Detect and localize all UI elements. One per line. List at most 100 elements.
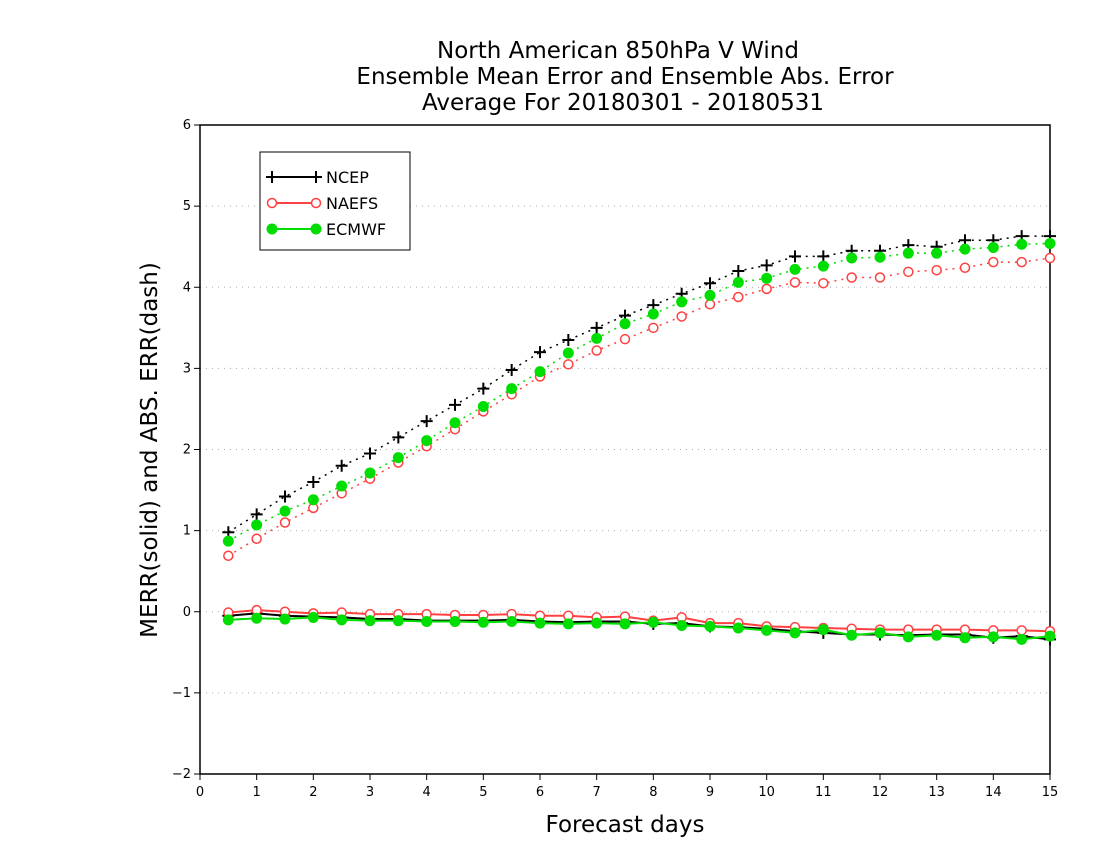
y-tick-label: −1 xyxy=(172,686,191,701)
ncep-abs-error-point xyxy=(449,398,461,411)
naefs-abs-error-point xyxy=(279,517,291,528)
ecmwf-mean-error-point xyxy=(704,620,716,632)
y-tick-label: 1 xyxy=(183,524,191,539)
ecmwf-abs-error-point xyxy=(676,296,688,308)
ecmwf-mean-error-point xyxy=(647,616,659,628)
ecmwf-abs-error-point xyxy=(874,251,886,263)
ecmwf-abs-error-point xyxy=(761,272,773,284)
ecmwf-mean-error-point xyxy=(591,617,603,629)
y-tick-label: 4 xyxy=(183,280,191,295)
naefs-abs-error-point xyxy=(959,262,971,274)
y-tick-label: −2 xyxy=(172,767,191,782)
ecmwf-mean-error-point xyxy=(732,622,744,634)
x-tick-label: 9 xyxy=(706,785,714,800)
ecmwf-mean-error-point xyxy=(846,629,858,641)
ecmwf-mean-error-point xyxy=(449,615,461,627)
x-tick-label: 1 xyxy=(253,785,261,800)
naefs-abs-error-point xyxy=(818,277,829,289)
ecmwf-abs-error-point xyxy=(647,308,659,320)
ecmwf-abs-error-point xyxy=(562,347,574,359)
x-tick-label: 5 xyxy=(479,785,487,800)
naefs-abs-error-point xyxy=(1016,256,1027,268)
ecmwf-mean-error-point xyxy=(477,616,489,628)
ncep-abs-error-point xyxy=(789,250,801,263)
naefs-abs-error-point xyxy=(676,311,687,322)
y-tick-label: 6 xyxy=(183,118,191,133)
ecmwf-mean-error-line xyxy=(228,616,1051,641)
ecmwf-abs-error-point xyxy=(506,383,518,395)
ecmwf-abs-error-point xyxy=(477,401,489,413)
naefs-abs-error-point xyxy=(733,291,744,303)
naefs-abs-error-point xyxy=(591,345,602,356)
y-tick-label: 2 xyxy=(183,443,191,458)
ecmwf-abs-error-point xyxy=(1016,238,1028,250)
ecmwf-abs-error-point xyxy=(279,505,291,517)
ecmwf-mean-error-point xyxy=(1044,630,1056,642)
ecmwf-mean-error-point xyxy=(959,632,971,644)
legend-marker-naefs xyxy=(310,197,322,209)
ncep-abs-error-point xyxy=(364,447,376,460)
legend-items: NCEP NAEFS ECMWF xyxy=(266,168,386,239)
x-tick-label: 4 xyxy=(423,785,431,800)
naefs-abs-error-point xyxy=(846,272,857,283)
ecmwf-mean-error-point xyxy=(392,615,404,627)
legend: NCEP NAEFS ECMWF xyxy=(259,151,411,251)
x-tick-label: 13 xyxy=(928,785,945,800)
series-layer xyxy=(222,230,1056,646)
ecmwf-abs-error-point xyxy=(846,252,858,264)
ncep-abs-error-point xyxy=(307,475,320,488)
y-axis-label: MERR(solid) and ABS. ERR(dash) xyxy=(137,262,163,638)
ecmwf-mean-error-point xyxy=(987,631,999,643)
ecmwf-mean-error-point xyxy=(307,611,319,623)
ecmwf-mean-error-point xyxy=(364,615,376,627)
naefs-abs-error-point xyxy=(563,359,574,370)
ecmwf-mean-error-point xyxy=(251,612,263,624)
ncep-abs-error-point xyxy=(534,346,546,359)
ncep-abs-error-point xyxy=(279,490,291,503)
ecmwf-mean-error-point xyxy=(1016,633,1028,645)
ecmwf-abs-error-point xyxy=(591,332,603,344)
legend-box xyxy=(259,151,411,251)
ncep-abs-error-point xyxy=(704,277,716,290)
ecmwf-abs-error-point xyxy=(251,519,263,531)
ecmwf-mean-error-point xyxy=(789,627,801,639)
x-tick-label: 8 xyxy=(649,785,657,800)
ecmwf-mean-error-point xyxy=(931,629,943,641)
ncep-abs-error-point xyxy=(732,265,745,278)
x-tick-label: 0 xyxy=(196,785,204,800)
ecmwf-mean-error-point xyxy=(761,624,773,636)
ecmwf-abs-error-point xyxy=(336,480,348,492)
y-tick-label: 0 xyxy=(183,605,191,620)
ecmwf-mean-error-point xyxy=(874,627,886,639)
gridlines xyxy=(200,205,1050,694)
ecmwf-mean-error-point xyxy=(506,615,518,627)
ecmwf-abs-error-point xyxy=(1044,237,1056,249)
ecmwf-mean-error-point xyxy=(902,631,914,643)
ecmwf-abs-error-point xyxy=(817,260,829,272)
naefs-abs-error-point xyxy=(988,256,999,268)
ecmwf-abs-error-point xyxy=(732,276,744,288)
naefs-abs-error-point xyxy=(704,299,716,310)
ncep-abs-error-point xyxy=(477,382,490,395)
legend-label-ecmwf: ECMWF xyxy=(326,220,386,239)
naefs-abs-error-point xyxy=(903,266,914,278)
ecmwf-abs-error-point xyxy=(421,435,433,447)
naefs-abs-error-point xyxy=(251,533,262,544)
legend-marker-ecmwf xyxy=(266,223,278,235)
ecmwf-mean-error-point xyxy=(279,613,291,625)
legend-marker-ncep xyxy=(266,171,278,183)
x-tick-label: 12 xyxy=(872,785,889,800)
ecmwf-abs-error-point xyxy=(449,417,461,429)
naefs-abs-error-point xyxy=(619,333,631,345)
naefs-abs-error-point xyxy=(761,283,772,295)
legend-marker-ncep xyxy=(310,171,322,183)
naefs-abs-error-point xyxy=(648,322,659,334)
legend-marker-naefs xyxy=(266,197,278,209)
naefs-abs-error-line xyxy=(227,257,1051,557)
x-tick-label: 3 xyxy=(366,785,374,800)
naefs-mean-error-point xyxy=(1016,625,1027,636)
ecmwf-mean-error-point xyxy=(222,614,234,626)
ncep-abs-error-point xyxy=(562,333,575,346)
